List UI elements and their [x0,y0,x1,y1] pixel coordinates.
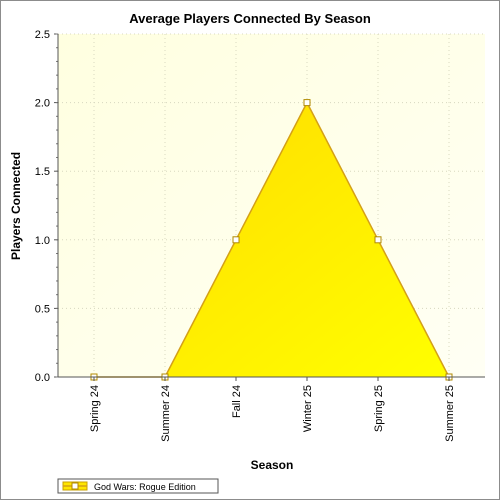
y-tick-label: 2.5 [35,29,50,41]
y-tick-labels: 0.0 0.5 1.0 1.5 2.0 2.5 [35,29,50,384]
x-tick-label: Spring 25 [373,385,385,432]
legend: God Wars: Rogue Edition [57,478,219,494]
y-tick-label: 0.0 [35,372,50,384]
legend-series-label: God Wars: Rogue Edition [94,482,196,492]
data-point-marker [232,236,240,244]
legend-marker [71,482,79,490]
legend-box [57,478,219,494]
data-point-marker [374,236,382,244]
y-tick-label: 0.5 [35,303,50,315]
x-tick-label: Summer 25 [444,385,456,442]
y-tick-label: 1.0 [35,235,50,247]
chart-title: Average Players Connected By Season [129,11,371,26]
y-axis-label: Players Connected [9,152,23,260]
series-area [94,102,449,377]
x-tick-label: Summer 24 [160,385,172,442]
x-axis-label: Season [251,458,294,472]
x-tick-labels: Spring 24 Summer 24 Fall 24 Winter 25 Spring… [89,385,456,442]
y-tick-label: 2.0 [35,98,50,110]
data-point-marker [303,99,311,107]
x-tick-label: Fall 24 [231,385,243,418]
axis-layer [54,33,485,381]
x-tick-label: Spring 24 [89,385,101,432]
x-tick-label: Winter 25 [302,385,314,432]
y-tick-label: 1.5 [35,166,50,178]
